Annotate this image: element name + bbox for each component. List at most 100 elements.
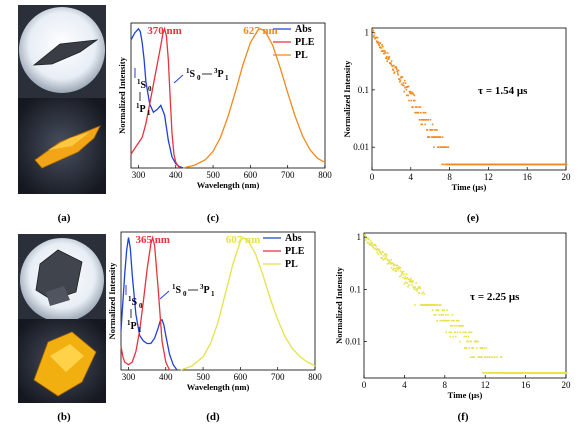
data-point bbox=[374, 248, 377, 251]
data-point bbox=[381, 44, 383, 46]
data-point bbox=[399, 81, 401, 83]
data-point bbox=[432, 136, 435, 138]
data-point bbox=[457, 319, 459, 322]
data-point bbox=[565, 163, 568, 166]
data-point bbox=[382, 52, 385, 55]
data-point bbox=[387, 259, 389, 262]
subscript-1: 1 bbox=[147, 109, 151, 117]
data-point bbox=[380, 47, 382, 49]
data-point bbox=[441, 309, 444, 311]
data-point bbox=[419, 119, 421, 121]
data-point bbox=[479, 347, 482, 349]
x-tick-label: 800 bbox=[308, 372, 322, 382]
x-tick-label: 800 bbox=[318, 170, 332, 180]
data-point bbox=[467, 340, 469, 343]
data-point bbox=[413, 286, 415, 289]
data-point bbox=[373, 244, 375, 246]
data-point bbox=[455, 325, 457, 327]
data-point bbox=[372, 29, 374, 32]
data-point bbox=[423, 119, 426, 121]
chart-e: 0 4 8 12 16 20 1 0.1 0.01 Time (μs) Normalized Int… bbox=[342, 28, 571, 192]
data-point bbox=[484, 372, 487, 374]
data-point bbox=[408, 284, 410, 286]
data-point bbox=[471, 356, 474, 358]
data-point bbox=[397, 73, 399, 76]
data-point bbox=[397, 267, 400, 269]
data-point bbox=[430, 136, 433, 138]
data-point bbox=[458, 325, 461, 327]
data-point bbox=[390, 63, 392, 65]
data-point bbox=[383, 255, 385, 257]
x-tick-label: 300 bbox=[122, 372, 136, 382]
data-point bbox=[451, 314, 454, 316]
x-tick-label: 600 bbox=[234, 372, 248, 382]
panel-label-d: (d) bbox=[206, 411, 220, 423]
data-point bbox=[485, 372, 488, 374]
data-point bbox=[406, 277, 409, 279]
data-point bbox=[470, 331, 473, 334]
data-point bbox=[370, 244, 372, 246]
data-point bbox=[401, 76, 404, 78]
data-point bbox=[375, 249, 378, 251]
panel-label-f: (f) bbox=[458, 411, 469, 423]
data-point bbox=[459, 340, 461, 343]
series-line-ple bbox=[130, 26, 181, 169]
transition-1s0-b: 1S bbox=[186, 67, 196, 80]
data-point bbox=[394, 264, 396, 267]
series-line-pl bbox=[180, 236, 316, 371]
data-point bbox=[389, 260, 391, 263]
data-point bbox=[410, 284, 413, 286]
data-point bbox=[376, 251, 378, 254]
subscript-1-b: 1 bbox=[225, 74, 229, 82]
data-point bbox=[386, 55, 388, 58]
data-point bbox=[423, 111, 425, 114]
data-point bbox=[369, 240, 372, 242]
data-point bbox=[391, 65, 394, 68]
data-point bbox=[396, 70, 398, 72]
data-point bbox=[402, 276, 404, 279]
data-point bbox=[448, 319, 450, 322]
data-point bbox=[379, 46, 381, 49]
subscript-1: 1 bbox=[138, 326, 142, 334]
x-axis-label: Wavelength (nm) bbox=[197, 180, 260, 190]
y-axis-label: Normalized Intensity bbox=[107, 262, 117, 339]
data-point bbox=[431, 304, 433, 306]
x-tick-label: 12 bbox=[484, 172, 493, 182]
data-point bbox=[385, 254, 388, 257]
data-point bbox=[378, 44, 381, 46]
data-point bbox=[475, 347, 478, 349]
data-point bbox=[371, 245, 374, 248]
data-point bbox=[415, 282, 417, 284]
arrow-abs-2 bbox=[173, 74, 184, 84]
data-point bbox=[469, 340, 471, 343]
data-point bbox=[403, 79, 406, 82]
data-point bbox=[416, 106, 418, 108]
data-point bbox=[399, 269, 402, 272]
data-point bbox=[368, 238, 370, 241]
data-point bbox=[456, 331, 459, 334]
data-point bbox=[427, 119, 429, 121]
data-point bbox=[494, 356, 496, 358]
data-point bbox=[401, 271, 404, 274]
data-point bbox=[429, 119, 432, 121]
data-point bbox=[433, 314, 436, 316]
data-point bbox=[374, 37, 376, 40]
data-point bbox=[454, 335, 457, 338]
data-point bbox=[422, 291, 425, 293]
data-point bbox=[470, 340, 472, 343]
series-line-abs bbox=[130, 27, 184, 169]
data-point bbox=[389, 62, 392, 64]
data-point bbox=[481, 347, 484, 349]
legend-label-ple: PLE bbox=[295, 37, 315, 48]
data-point bbox=[409, 91, 411, 94]
data-point bbox=[394, 268, 397, 270]
data-point bbox=[384, 50, 386, 52]
data-point bbox=[400, 83, 403, 86]
data-point bbox=[439, 136, 442, 138]
data-point bbox=[412, 93, 415, 95]
data-point bbox=[420, 304, 423, 306]
data-point bbox=[392, 69, 395, 71]
x-tick-label: 500 bbox=[196, 372, 210, 382]
data-point bbox=[399, 275, 401, 278]
data-point bbox=[453, 319, 455, 322]
